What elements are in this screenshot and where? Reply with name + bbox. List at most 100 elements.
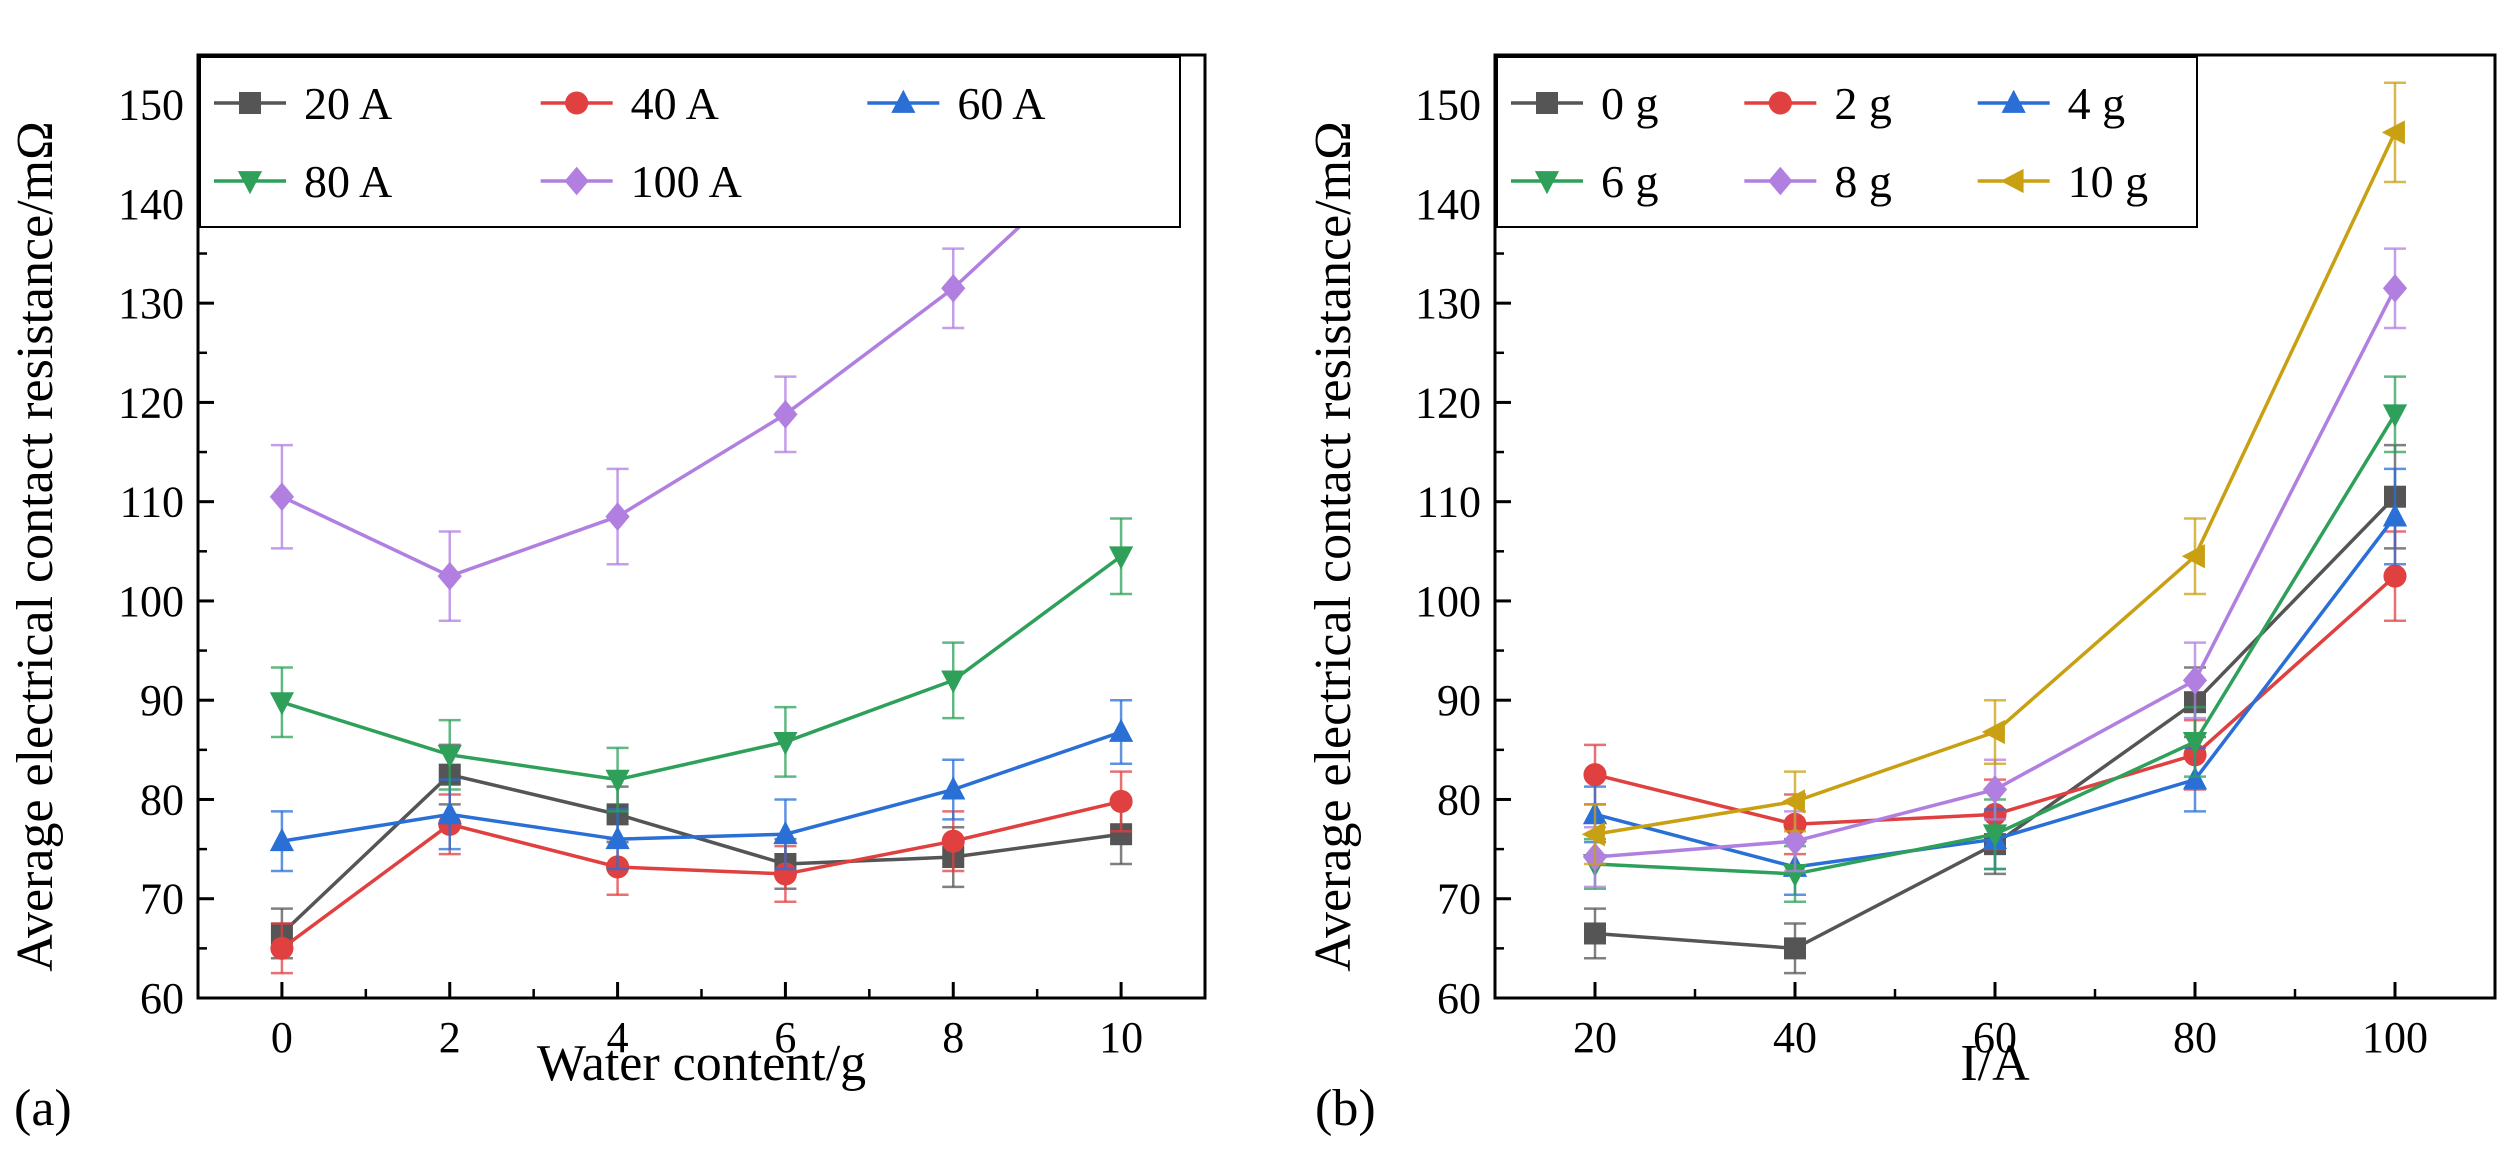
data-point-b-4-2 [1982, 775, 2008, 804]
series-a-3 [269, 517, 1134, 813]
legend-label-a-4: 100 A [631, 156, 742, 207]
y-tick-label-a-140: 140 [118, 180, 184, 229]
y-tick-label-a-150: 150 [118, 81, 184, 130]
y-tick-label-a-60: 60 [140, 974, 184, 1023]
y-tick-label-a-80: 80 [140, 775, 184, 824]
x-tick-label-b-20: 20 [1573, 1013, 1617, 1062]
x-axis-title-b: I/A [1960, 1035, 2030, 1092]
y-tick-label-a-130: 130 [118, 279, 184, 328]
data-point-a-4-1 [437, 561, 462, 591]
legend-label-a-2: 60 A [957, 78, 1045, 129]
data-point-a-3-4 [941, 670, 966, 694]
legend-label-a-3: 80 A [304, 156, 392, 207]
legend-a: 20 A 40 A 60 A 80 A 100 A [199, 56, 1181, 228]
data-point-a-2-2 [605, 825, 630, 850]
legend-marker-b-2 [2001, 89, 2026, 113]
legend-label-b-0: 0 g [1601, 78, 1659, 129]
data-point-b-5-2 [1981, 719, 2005, 745]
legend-label-a-0: 20 A [304, 78, 392, 129]
y-tick-label-a-110: 110 [120, 478, 184, 527]
legend-marker-a-3 [237, 171, 263, 195]
y-tick-label-b-120: 120 [1415, 378, 1481, 427]
x-tick-label-a-8: 8 [942, 1013, 964, 1062]
data-point-b-0-1 [1784, 937, 1806, 960]
data-point-a-3-3 [773, 732, 798, 756]
series-line-a-4 [281, 131, 1123, 579]
series-a-1 [270, 770, 1133, 975]
legend-label-b-4: 8 g [1834, 156, 1892, 207]
series-line-a-2 [281, 730, 1122, 843]
legend-label-a-1: 40 A [631, 78, 719, 129]
data-point-b-5-1 [1781, 789, 1805, 814]
data-point-b-5-3 [2181, 544, 2205, 569]
legend-label-b-3: 6 g [1601, 156, 1659, 207]
data-point-b-5-0 [1581, 822, 1605, 847]
data-point-b-4-1 [1782, 826, 1808, 856]
legend-marker-a-2 [891, 89, 916, 113]
x-tick-label-a-2: 2 [439, 1013, 461, 1062]
data-point-b-2-4 [2382, 503, 2408, 527]
data-point-a-2-5 [1108, 718, 1134, 742]
series-b-3 [1582, 375, 2408, 903]
y-axis-title-b: Average electrical contact resistance/mΩ [1305, 121, 1362, 971]
data-point-a-1-4 [941, 829, 965, 853]
x-tick-label-a-4: 4 [607, 1013, 629, 1062]
panel-label-a: (a) [14, 1080, 72, 1137]
series-a-2 [269, 698, 1134, 873]
chart-panel-b: 60 70 80 90 100 110 120 130 140 150 20 40 60 80 100 I/A… [1305, 53, 2497, 1092]
legend-label-b-2: 4 g [2068, 78, 2126, 129]
x-tick-label-b-60: 60 [1973, 1013, 2017, 1062]
data-point-b-3-2 [1982, 824, 2008, 848]
series-b-5 [1581, 81, 2406, 866]
legend-marker-a-0 [239, 92, 261, 114]
y-tick-label-b-90: 90 [1437, 676, 1481, 725]
data-point-a-0-5 [1110, 823, 1133, 846]
legend-label-b-1: 2 g [1834, 78, 1892, 129]
x-tick-label-b-100: 100 [2362, 1013, 2428, 1062]
y-tick-label-a-120: 120 [118, 378, 184, 427]
y-axis-title-a: Average electrical contact resistance/mΩ [7, 121, 64, 971]
y-tick-label-a-90: 90 [140, 676, 184, 725]
y-tick-label-a-100: 100 [118, 577, 184, 626]
data-point-a-3-5 [1108, 546, 1134, 570]
legend-marker-b-3 [1534, 171, 1560, 195]
data-point-b-5-4 [2381, 120, 2405, 145]
series-a-0 [270, 743, 1133, 960]
data-point-b-1-4 [2383, 564, 2407, 588]
x-tick-label-b-40: 40 [1773, 1013, 1817, 1062]
series-b-4 [1582, 247, 2408, 889]
data-point-b-4-4 [2382, 273, 2408, 303]
legend-marker-a-1 [565, 91, 589, 115]
data-point-a-2-4 [941, 776, 966, 800]
data-point-a-4-2 [605, 502, 630, 531]
legend-box-b [1496, 56, 2198, 228]
y-tick-label-b-70: 70 [1437, 875, 1481, 924]
y-tick-label-b-100: 100 [1415, 577, 1481, 626]
y-tick-label-b-60: 60 [1437, 974, 1481, 1023]
y-tick-label-b-110: 110 [1417, 478, 1481, 527]
data-point-a-4-3 [773, 400, 798, 429]
series-line-a-0 [280, 772, 1122, 935]
data-point-b-0-0 [1584, 922, 1606, 945]
data-point-b-3-4 [2382, 404, 2408, 428]
x-tick-label-a-6: 6 [774, 1013, 796, 1062]
legend-marker-b-4 [1768, 166, 1793, 196]
x-tick-label-a-0: 0 [271, 1013, 293, 1062]
data-point-b-2-3 [2182, 766, 2208, 790]
series-line-a-3 [281, 554, 1123, 782]
panel-label-b: (b) [1315, 1080, 1376, 1137]
chart-panel-a: 60 70 80 90 100 110 120 130 140 150 0 2 4 6 8 10 Water c… [7, 53, 1207, 1092]
data-point-a-1-5 [1109, 789, 1133, 814]
y-tick-label-b-140: 140 [1415, 180, 1481, 229]
y-tick-label-a-70: 70 [140, 875, 184, 924]
data-point-b-4-3 [2182, 666, 2208, 695]
legend-box-a [199, 56, 1181, 228]
data-point-a-3-1 [437, 744, 462, 769]
x-axis-title-a: Water content/g [537, 1035, 866, 1092]
data-point-a-1-0 [270, 936, 294, 960]
x-tick-label-a-10: 10 [1099, 1013, 1143, 1062]
data-point-b-3-3 [2182, 732, 2208, 756]
data-point-a-2-3 [773, 821, 798, 845]
legend-marker-b-5 [2000, 168, 2024, 194]
